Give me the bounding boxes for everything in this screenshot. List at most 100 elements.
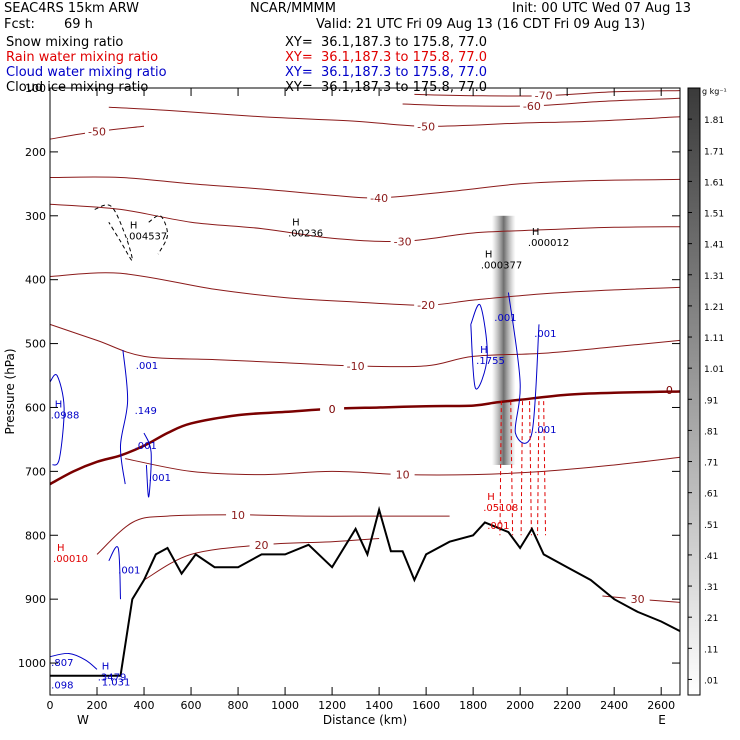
y-tick-label: 700 [25, 465, 46, 478]
maximum-marker: H [480, 345, 488, 356]
cloud-ice-shading [491, 215, 516, 465]
colorbar-label: .11 [704, 645, 718, 655]
contour-annotation: .001 [136, 361, 158, 372]
rain-water-contour [520, 401, 523, 536]
x-axis-label: Distance (km) [323, 713, 407, 727]
maximum-value: .004537 [126, 232, 167, 243]
temperature-contour-label-bg [226, 507, 251, 520]
maximum-marker: H [487, 492, 495, 503]
x-tick-label: 2200 [553, 699, 581, 712]
x-tick-label: 2400 [600, 699, 628, 712]
plot-frame [49, 87, 681, 696]
snow-contour [94, 204, 133, 262]
colorbar-label: .91 [704, 396, 718, 406]
temperature-contour-label-bg [414, 119, 439, 132]
maximum-marker: H [57, 543, 65, 554]
temperature-contour-label: 20 [255, 539, 269, 552]
contour-annotation: .001 [534, 425, 556, 436]
maximum-marker: H [55, 399, 63, 410]
contour-annotation: .001 [487, 521, 509, 532]
freezing-level-label-bg [320, 401, 345, 414]
y-tick-label: 400 [25, 274, 46, 287]
colorbar-label: .51 [704, 521, 718, 531]
colorbar-label: 1.41 [704, 241, 724, 251]
contour-annotation: .001 [135, 441, 157, 452]
maximum-value: .1755 [476, 356, 505, 367]
colorbar-label: 1.31 [704, 272, 724, 282]
maximum-value: .00236 [288, 228, 323, 239]
field-name-rain: Rain water mixing ratio [6, 50, 159, 65]
contour-annotation: .001 [534, 329, 556, 340]
x-tick-label: 200 [87, 699, 108, 712]
rain-water-contour [543, 401, 547, 536]
temperature-contour-label: -50 [417, 120, 435, 133]
colorbar-label: .21 [704, 614, 718, 624]
model-title: SEAC4RS 15km ARW [4, 1, 140, 16]
x-tick-label: 600 [181, 699, 202, 712]
x-tick-label: 1000 [271, 699, 299, 712]
rain-water-contour [499, 401, 502, 536]
cloud-water-contour [470, 303, 488, 390]
center-name: NCAR/MMMM [250, 1, 336, 16]
endpoint-west: W [77, 713, 89, 727]
maximum-marker: H [532, 227, 540, 238]
temperature-contour-label-bg [343, 358, 368, 371]
y-tick-label: 1000 [18, 657, 46, 670]
contour-annotation: .001 [149, 473, 171, 484]
temperature-contour-label: -50 [88, 125, 106, 138]
x-tick-label: 2600 [647, 699, 675, 712]
y-tick-label: 500 [25, 338, 46, 351]
temperature-contour-label-bg [85, 124, 110, 137]
y-axis-label: Pressure (hPa) [3, 348, 17, 434]
cloud-water-contour [108, 546, 121, 600]
x-tick-label: 2000 [506, 699, 534, 712]
temperature-contour-label-bg [519, 98, 544, 111]
temperature-contour [49, 203, 681, 243]
maximum-value: .0988 [51, 410, 80, 421]
forecast-label: Fcst: [4, 17, 35, 32]
rain-water-contour [537, 401, 540, 536]
colorbar-label: 1.11 [704, 334, 724, 344]
init-time: Init: 00 UTC Wed 07 Aug 13 [512, 1, 692, 16]
maximum-marker: H [485, 249, 493, 260]
temperature-contour-label: -20 [417, 299, 435, 312]
maximum-value: .000012 [528, 238, 569, 249]
maximum-value: .05108 [483, 503, 518, 514]
x-tick-label: 1200 [318, 699, 346, 712]
contour-annotation: .807 [51, 658, 73, 669]
x-tick-label: 800 [228, 699, 249, 712]
maximum-marker: H [292, 217, 300, 228]
freezing-level-label: 0 [329, 403, 336, 416]
temperature-contour-label-bg [625, 592, 650, 605]
temperature-contour [108, 106, 681, 127]
field-xy-rain: XY= 36.1,187.3 to 175.8, 77.0 [285, 50, 488, 65]
colorbar-label: .41 [704, 552, 718, 562]
temperature-contour-label: 10 [231, 509, 245, 522]
snow-contour [148, 214, 169, 255]
maximum-value: .3479 [98, 672, 127, 683]
temperature-contour-label-bg [390, 234, 415, 247]
maximum-marker: H [102, 661, 110, 672]
contour-annotation: .149 [135, 406, 157, 417]
colorbar-label: .01 [704, 676, 718, 686]
colorbar-label: 1.61 [704, 178, 724, 188]
temperature-contour-label-bg [414, 298, 439, 311]
temperature-contour-label: -10 [347, 360, 365, 373]
colorbar-label: 1.71 [704, 147, 724, 157]
temperature-contour-label-bg [390, 467, 415, 480]
colorbar-label: 1.21 [704, 303, 724, 313]
temperature-contour-label-bg [249, 537, 274, 550]
colorbar-unit: g kg⁻¹ [702, 87, 727, 96]
contour-annotation: .098 [51, 681, 73, 692]
field-xy-snow: XY= 36.1,187.3 to 175.8, 77.0 [285, 35, 488, 50]
maximum-value: .00010 [53, 554, 88, 565]
temperature-contour [49, 272, 681, 306]
y-tick-label: 900 [25, 593, 46, 606]
colorbar-label: .81 [704, 427, 718, 437]
y-tick-label: 800 [25, 529, 46, 542]
temperature-contour-label: 30 [631, 593, 645, 606]
y-tick-label: 200 [25, 146, 46, 159]
cloud-water-contour [119, 349, 129, 485]
colorbar-label: .61 [704, 490, 718, 500]
rain-water-contour [529, 401, 532, 536]
